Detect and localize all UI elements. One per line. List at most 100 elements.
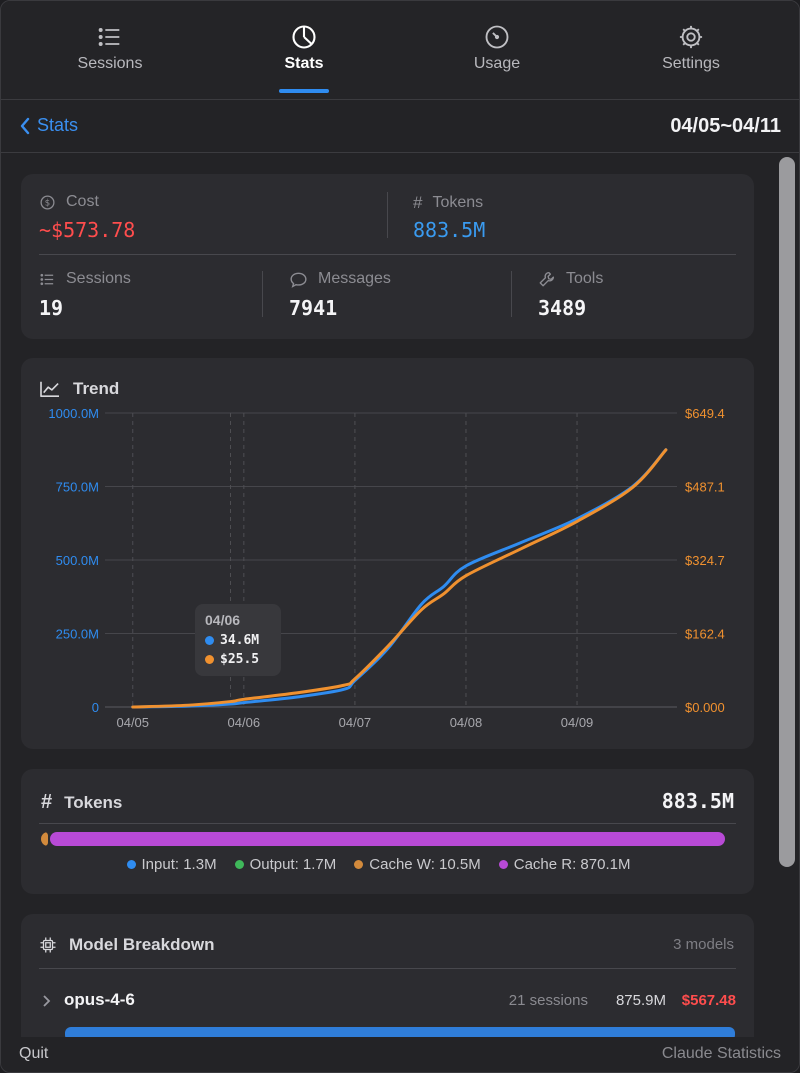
legend-label: Input: 1.3M [141, 856, 217, 873]
list-icon [98, 28, 120, 46]
token-legend-item: Input: 1.3M [126, 856, 217, 873]
y-left-tick-label: 750.0M [56, 480, 99, 495]
app-name: Claude Statistics [661, 1045, 781, 1062]
date-range: 04/05~04/11 [670, 115, 781, 137]
quit-button[interactable]: Quit [19, 1045, 49, 1062]
y-right-tick-label: $649.4 [685, 406, 725, 421]
tab-usage[interactable]: Usage [432, 23, 562, 73]
model-cost: $567.48 [681, 992, 736, 1009]
dollar-circle-icon: $ [40, 194, 55, 210]
cost-label: Cost [66, 193, 99, 210]
token-legend-item: Cache W: 10.5M [354, 856, 481, 873]
tab-settings[interactable]: Settings [626, 23, 756, 73]
model-tokens: 875.9M [615, 992, 666, 1009]
tooltip-row-tokens: 34.6M [205, 633, 271, 648]
list-icon [40, 273, 54, 285]
pie-chart-icon [292, 25, 316, 49]
y-left-tick-label: 0 [92, 700, 99, 715]
divider [511, 271, 512, 317]
tokens-value: 883.5M [413, 218, 486, 242]
tools-label-group: Tools [538, 270, 603, 288]
hash-icon: # [413, 193, 423, 212]
sessions-label-group: Sessions [39, 270, 131, 288]
model-breakdown-title-group: Model Breakdown [39, 935, 214, 955]
cost-value: ~$573.78 [39, 218, 136, 242]
legend-dot [498, 860, 508, 869]
x-tick-label: 04/06 [228, 715, 261, 730]
chevron-right-icon [43, 995, 51, 1007]
chart-tooltip: 04/06 34.6M $25.5 [195, 604, 281, 676]
x-tick-label: 04/05 [116, 715, 149, 730]
y-right-tick-label: $487.1 [685, 480, 725, 495]
x-tick-label: 04/08 [450, 715, 483, 730]
model-breakdown-title: Model Breakdown [69, 935, 215, 954]
tab-stats[interactable]: Stats [239, 23, 369, 93]
trend-card: Trend 0 $0.000 250.0M $162.4 500.0M $324.7 750… [21, 358, 754, 749]
gauge-icon [485, 25, 509, 49]
token-bar-segment [41, 832, 48, 846]
token-stacked-bar [41, 832, 735, 846]
tooltip-cost: $25.5 [220, 652, 260, 667]
divider [39, 968, 736, 969]
tab-label: Sessions [77, 55, 143, 72]
tokens-card: # Tokens 883.5M Input: 1.3M Output: 1.7M C… [21, 769, 754, 894]
model-breakdown-card: Model Breakdown 3 models opus-4-6 21 ses… [21, 914, 754, 1054]
legend-dot [234, 860, 244, 869]
cost-label-group: $ Cost [39, 193, 99, 211]
tab-label: Usage [473, 55, 521, 72]
gear-icon [679, 25, 703, 49]
active-tab-indicator [279, 89, 329, 93]
token-legend: Input: 1.3M Output: 1.7M Cache W: 10.5M Cac… [21, 856, 754, 874]
tab-label: Settings [662, 55, 720, 72]
cpu-chip-icon [40, 937, 56, 953]
legend-dot [126, 860, 136, 869]
tokens-title: Tokens [64, 792, 123, 812]
messages-label-group: Messages [289, 270, 391, 288]
scrollbar[interactable] [777, 157, 797, 1037]
legend-dot [205, 636, 214, 645]
y-left-tick-label: 250.0M [56, 627, 99, 642]
sessions-value: 19 [39, 296, 64, 320]
wrench-icon [539, 271, 555, 287]
token-legend-item: Output: 1.7M [234, 856, 337, 873]
series-line-cost [131, 448, 668, 709]
tooltip-row-cost: $25.5 [205, 652, 271, 667]
tools-label: Tools [566, 270, 604, 287]
divider [262, 271, 263, 317]
model-row[interactable]: opus-4-6 21 sessions 875.9M $567.48 [39, 988, 736, 1014]
tokens-label: Tokens [432, 194, 484, 211]
trend-chart: 0 $0.000 250.0M $162.4 500.0M $324.7 750.0M $48… [48, 406, 725, 730]
chat-bubble-icon [290, 272, 307, 288]
x-tick-label: 04/09 [561, 715, 594, 730]
model-count: 3 models [673, 936, 734, 953]
tab-label: Stats [284, 55, 324, 72]
sessions-label: Sessions [66, 270, 131, 287]
messages-label: Messages [318, 270, 391, 287]
y-left-tick-label: 500.0M [56, 553, 99, 568]
chevron-left-icon [20, 117, 30, 134]
tools-value: 3489 [538, 296, 587, 320]
sub-header: Stats 04/05~04/11 [1, 101, 799, 153]
tab-sessions[interactable]: Sessions [45, 23, 175, 73]
footer: Quit Claude Statistics [1, 1037, 799, 1072]
tooltip-date: 04/06 [205, 612, 241, 628]
legend-label: Output: 1.7M [249, 856, 337, 873]
token-legend-item: Cache R: 870.1M [498, 856, 631, 873]
line-chart-icon [40, 381, 59, 398]
y-right-tick-label: $0.000 [685, 700, 725, 715]
tooltip-tokens: 34.6M [220, 633, 260, 648]
back-button[interactable]: Stats [19, 115, 78, 136]
tokens-title-group: # Tokens [41, 791, 122, 814]
top-nav: Sessions Stats Usage Settings [1, 1, 799, 100]
tokens-label-group: # Tokens [413, 193, 483, 213]
divider [39, 823, 736, 824]
series-line-tokens [131, 448, 668, 709]
scrollbar-thumb[interactable] [779, 157, 795, 867]
y-right-tick-label: $324.7 [685, 553, 725, 568]
legend-label: Cache R: 870.1M [513, 856, 631, 873]
legend-label: Cache W: 10.5M [369, 856, 481, 873]
divider [387, 192, 388, 238]
divider [39, 254, 736, 255]
back-label: Stats [37, 115, 79, 135]
tokens-total: 883.5M [661, 789, 734, 813]
